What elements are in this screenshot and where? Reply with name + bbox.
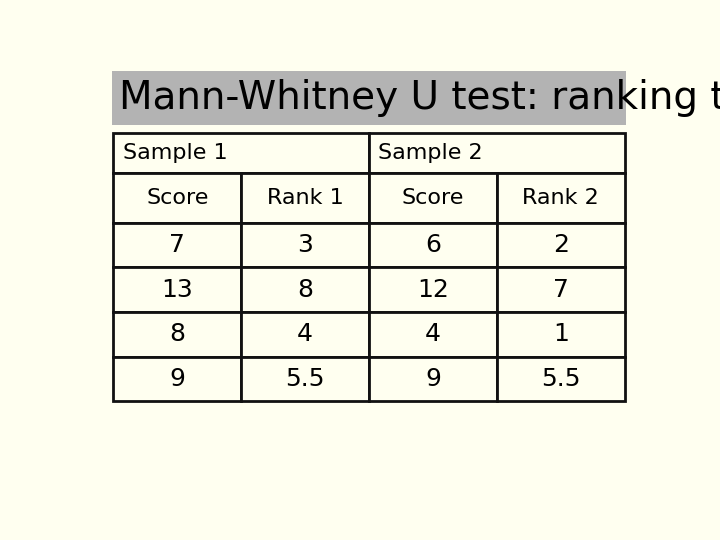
Bar	[497, 267, 625, 312]
Bar	[113, 132, 369, 173]
Text: 6: 6	[425, 233, 441, 257]
Text: Mann-Whitney U test: ranking the data: Mann-Whitney U test: ranking the data	[120, 79, 720, 117]
Text: 12: 12	[417, 278, 449, 302]
Text: Rank 2: Rank 2	[523, 187, 599, 207]
Text: 8: 8	[297, 278, 313, 302]
Text: 13: 13	[161, 278, 193, 302]
Bar	[113, 356, 241, 401]
Text: Rank 1: Rank 1	[266, 187, 343, 207]
Bar	[369, 267, 497, 312]
Text: Sample 1: Sample 1	[122, 143, 228, 163]
Bar	[112, 71, 626, 125]
Bar	[497, 222, 625, 267]
Bar	[241, 173, 369, 222]
Bar	[241, 222, 369, 267]
Bar	[369, 312, 497, 356]
Text: 9: 9	[169, 367, 185, 391]
Bar	[497, 312, 625, 356]
Bar	[241, 267, 369, 312]
Bar	[369, 173, 497, 222]
Bar	[497, 173, 625, 222]
Text: Score: Score	[402, 187, 464, 207]
Text: 9: 9	[425, 367, 441, 391]
Text: 3: 3	[297, 233, 313, 257]
Text: 4: 4	[425, 322, 441, 346]
Bar	[497, 356, 625, 401]
Text: 5.5: 5.5	[541, 367, 580, 391]
Bar	[369, 356, 497, 401]
Bar	[369, 132, 625, 173]
Text: Score: Score	[146, 187, 208, 207]
Bar	[241, 312, 369, 356]
Text: 8: 8	[169, 322, 185, 346]
Text: 7: 7	[169, 233, 185, 257]
Bar	[369, 222, 497, 267]
Text: 4: 4	[297, 322, 313, 346]
Text: 5.5: 5.5	[285, 367, 325, 391]
Bar	[113, 173, 241, 222]
Bar	[113, 222, 241, 267]
Text: 7: 7	[553, 278, 569, 302]
Text: Sample 2: Sample 2	[378, 143, 483, 163]
Bar	[241, 356, 369, 401]
Text: 1: 1	[553, 322, 569, 346]
Text: 2: 2	[553, 233, 569, 257]
Bar	[113, 312, 241, 356]
Bar	[113, 267, 241, 312]
